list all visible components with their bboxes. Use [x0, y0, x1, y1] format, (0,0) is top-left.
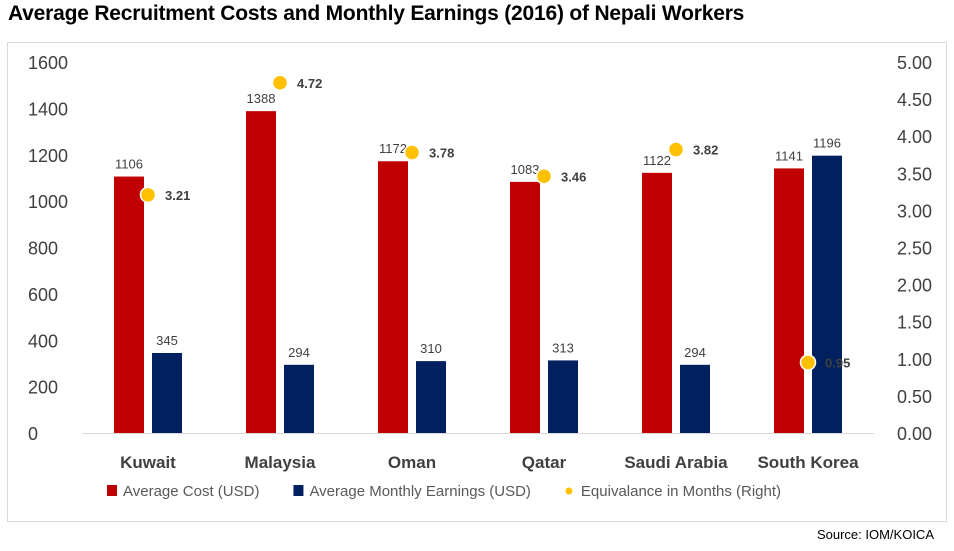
bar-average-cost: [642, 172, 672, 433]
category-label: Oman: [388, 453, 436, 472]
data-label-cost: 1122: [643, 153, 671, 168]
category-label: Kuwait: [120, 453, 176, 472]
legend-swatch: [107, 485, 117, 496]
y2-tick-label: 0.00: [897, 424, 932, 444]
y2-tick-label: 5.00: [897, 53, 932, 73]
chart-title: Average Recruitment Costs and Monthly Ea…: [8, 2, 745, 25]
data-label-equivalence: 3.21: [165, 188, 190, 203]
marker-equivalence: [403, 144, 421, 161]
data-label-cost: 1106: [115, 157, 143, 172]
legend-label: Average Monthly Earnings (USD): [309, 483, 530, 500]
category-label: Malaysia: [245, 453, 316, 472]
data-label-cost: 1083: [511, 162, 540, 177]
y2-tick-label: 3.00: [897, 201, 932, 221]
y-tick-label: 400: [28, 331, 58, 351]
y-tick-label: 1200: [28, 146, 68, 166]
source-note: Source: IOM/KOICA: [816, 527, 934, 542]
marker-equivalence: [667, 141, 685, 158]
data-label-earnings: 313: [552, 340, 574, 355]
bar-average-cost: [774, 168, 804, 434]
y-tick-label: 0: [28, 424, 38, 444]
marker-equivalence: [271, 74, 289, 92]
bar-monthly-earnings: [416, 361, 446, 433]
data-label-equivalence: 0.95: [825, 356, 850, 371]
marker-equivalence: [535, 168, 553, 185]
bar-average-cost: [378, 161, 408, 433]
y2-tick-label: 1.00: [897, 350, 932, 370]
bar-monthly-earnings: [812, 155, 842, 434]
y-tick-label: 200: [28, 378, 58, 398]
bar-monthly-earnings: [680, 364, 710, 433]
data-label-earnings: 1196: [813, 136, 841, 151]
y2-tick-label: 4.50: [897, 90, 932, 110]
data-label-earnings: 345: [156, 333, 178, 348]
data-label-earnings: 310: [420, 341, 442, 356]
y2-tick-label: 0.50: [897, 387, 932, 407]
y-tick-label: 800: [28, 239, 58, 259]
category-label: South Korea: [757, 453, 859, 472]
marker-equivalence: [139, 186, 157, 204]
data-label-equivalence: 3.82: [693, 143, 718, 158]
legend-label: Average Cost (USD): [123, 483, 259, 500]
y-tick-label: 600: [28, 285, 58, 305]
data-label-equivalence: 3.78: [429, 146, 454, 161]
y-tick-label: 1600: [28, 53, 68, 73]
y2-tick-label: 2.00: [897, 276, 932, 296]
y2-tick-label: 2.50: [897, 239, 932, 259]
legend-label: Equivalance in Months (Right): [581, 483, 781, 500]
chart-frame: [7, 42, 947, 522]
y2-tick-label: 4.00: [897, 127, 932, 147]
data-label-cost: 1141: [775, 148, 803, 163]
bar-monthly-earnings: [152, 353, 182, 433]
data-label-earnings: 294: [288, 345, 310, 360]
data-label-equivalence: 3.46: [561, 169, 586, 184]
data-label-equivalence: 4.72: [297, 76, 322, 91]
category-label: Saudi Arabia: [624, 453, 728, 472]
legend-marker: [565, 487, 573, 495]
marker-equivalence: [799, 354, 817, 371]
bar-average-cost: [114, 176, 144, 433]
y-tick-label: 1000: [28, 192, 68, 212]
category-label: Qatar: [522, 453, 567, 472]
bar-average-cost: [510, 181, 540, 433]
y2-tick-label: 1.50: [897, 313, 932, 333]
legend-swatch: [293, 485, 304, 496]
data-label-cost: 1388: [247, 91, 276, 106]
data-label-cost: 1172: [379, 141, 407, 156]
y2-tick-label: 3.50: [897, 164, 932, 184]
data-label-earnings: 294: [684, 345, 706, 360]
bar-average-cost: [246, 111, 276, 433]
y-tick-label: 1400: [28, 99, 68, 119]
bar-monthly-earnings: [548, 360, 578, 433]
bar-monthly-earnings: [284, 364, 314, 433]
